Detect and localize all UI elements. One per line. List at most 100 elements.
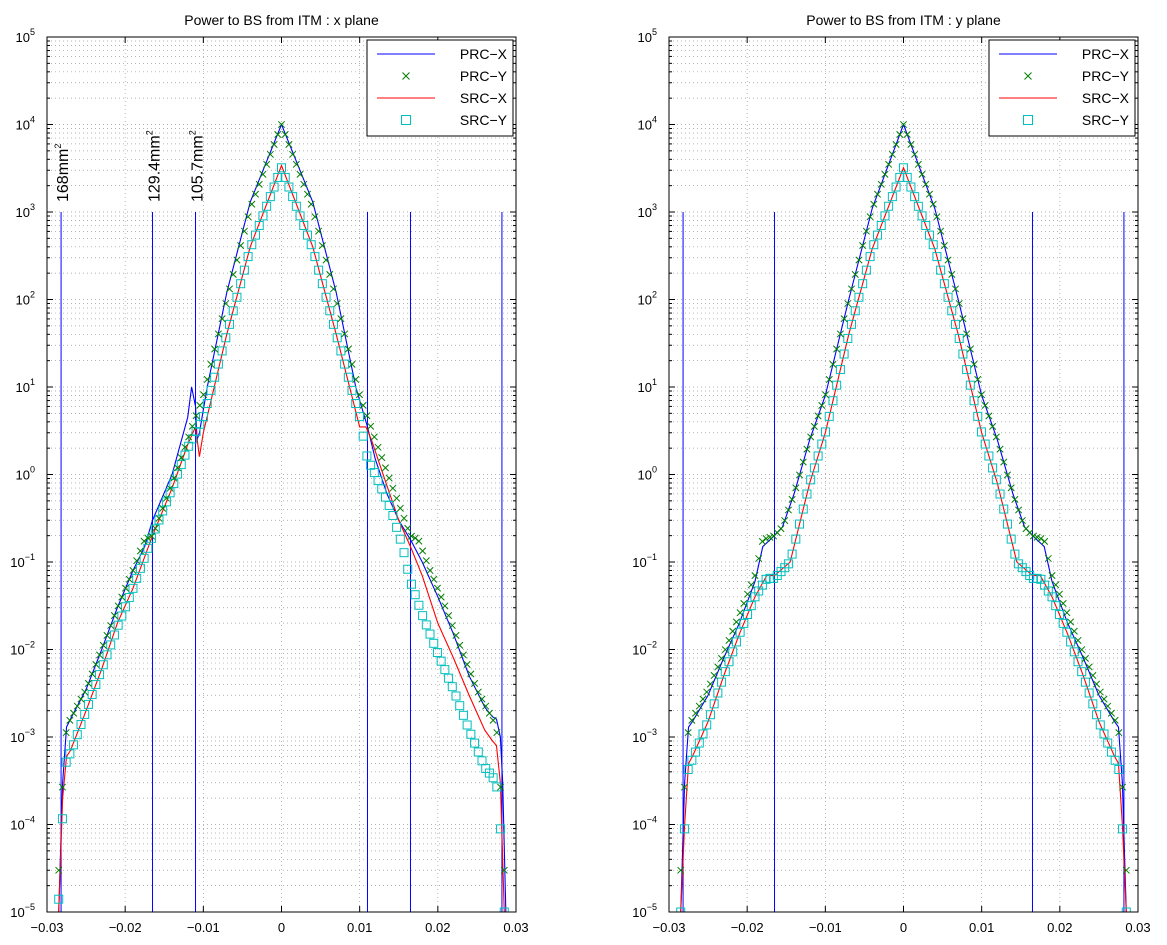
data-point: [955, 299, 963, 308]
data-point: [307, 200, 315, 208]
data-point: [233, 256, 241, 264]
data-point: [325, 306, 335, 316]
data-point: [151, 524, 159, 532]
legend-label: PRC−Y: [460, 68, 508, 84]
chart-title: Power to BS from ITM : x plane: [184, 12, 379, 28]
data-point: [1081, 654, 1089, 662]
data-point: [963, 330, 971, 338]
data-point: [258, 211, 268, 221]
data-point: [876, 220, 886, 230]
data-point: [888, 150, 896, 158]
data-point: [1015, 506, 1023, 514]
data-point: [839, 349, 849, 359]
data-point: [766, 533, 774, 541]
y-tick-label: 100: [638, 465, 657, 483]
data-point: [124, 593, 134, 603]
data-point: [918, 170, 926, 178]
data-point: [196, 401, 204, 409]
y-tick-label: 10−1: [632, 552, 657, 570]
aperture-label: 129.4mm2: [145, 130, 164, 202]
legend-label: PRC−X: [1082, 46, 1130, 62]
data-point: [341, 330, 349, 338]
data-point: [855, 256, 863, 264]
data-point: [821, 391, 830, 399]
x-tick-label: 0.01: [969, 920, 994, 935]
data-point: [155, 514, 163, 522]
data-point: [344, 345, 352, 353]
data-point: [265, 192, 275, 202]
data-point: [940, 242, 948, 250]
data-point: [136, 547, 144, 555]
data-point: [177, 453, 185, 462]
data-point: [244, 213, 252, 221]
data-point: [203, 375, 211, 384]
data-point: [732, 618, 740, 626]
data-point: [328, 319, 338, 329]
data-point: [393, 494, 401, 502]
data-point: [499, 907, 509, 912]
series-srcx-line: [58, 163, 505, 912]
data-point: [939, 279, 949, 289]
legend-label: SRC−X: [1082, 90, 1130, 106]
data-point: [703, 688, 711, 696]
data-point: [899, 163, 908, 173]
data-point: [80, 709, 90, 719]
data-point: [170, 474, 178, 482]
data-point: [684, 729, 692, 737]
data-point: [821, 427, 831, 437]
data-point: [84, 679, 92, 687]
y-tick-label: 10−3: [10, 727, 35, 745]
data-point: [289, 150, 297, 158]
data-point: [247, 240, 257, 250]
data-point: [229, 270, 237, 278]
data-point: [1095, 720, 1105, 730]
data-point: [87, 689, 97, 699]
data-point: [370, 433, 378, 441]
data-point: [139, 553, 149, 563]
data-point: [1058, 618, 1068, 628]
data-point: [296, 170, 304, 178]
legend-label: SRC−Y: [460, 112, 508, 128]
data-point: [478, 695, 486, 703]
data-point: [996, 445, 1004, 453]
data-point: [936, 265, 946, 275]
data-point: [55, 866, 63, 874]
data-point: [928, 240, 938, 250]
x-tick-label: −0.01: [809, 920, 842, 935]
data-point: [705, 710, 715, 720]
data-point: [721, 646, 729, 654]
data-point: [784, 506, 792, 514]
data-point: [917, 211, 927, 221]
data-point: [806, 475, 816, 485]
data-point: [280, 172, 290, 182]
legend: PRC−X PRC−Y SRC−X SRC−Y: [366, 39, 514, 137]
data-point: [891, 182, 901, 192]
data-point: [798, 504, 808, 514]
data-point: [758, 537, 766, 546]
data-point: [736, 609, 744, 617]
data-point: [1099, 729, 1109, 739]
data-point: [850, 306, 860, 316]
data-point: [884, 201, 894, 211]
data-point: [985, 412, 993, 420]
data-point: [706, 680, 714, 688]
data-point: [180, 450, 190, 460]
data-point: [783, 559, 793, 569]
data-point: [470, 738, 480, 748]
data-point: [924, 230, 934, 240]
data-point: [122, 584, 130, 592]
data-point: [154, 515, 164, 525]
data-point: [214, 330, 222, 338]
data-point: [83, 699, 93, 709]
data-point: [129, 566, 137, 575]
data-point: [1107, 709, 1115, 717]
data-point: [199, 391, 208, 399]
data-point: [222, 299, 230, 308]
data-point: [731, 637, 741, 647]
data-point: [69, 740, 79, 750]
data-point: [1059, 599, 1067, 607]
data-point: [237, 242, 245, 250]
data-point: [1085, 663, 1093, 671]
chart-x-plane: 10−510−410−310−210−1100101102103104105−0…: [10, 12, 528, 935]
data-point: [355, 391, 364, 399]
